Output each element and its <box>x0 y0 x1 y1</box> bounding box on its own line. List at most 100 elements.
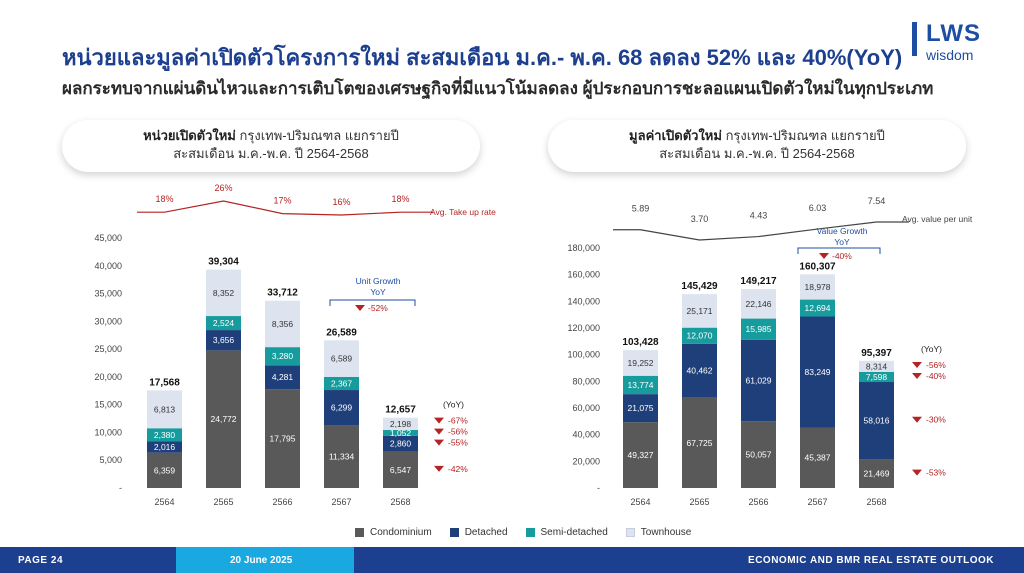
chart2-ytick-label: 100,000 <box>567 350 600 360</box>
chart1-bar-detached-2564 <box>147 441 182 453</box>
chart2-avg-label-2565: 3.70 <box>691 214 709 224</box>
chart1-growth-label-condominium: -42% <box>448 464 468 474</box>
chart1-data-label-townhouse-2564: 6,813 <box>154 404 176 414</box>
chart2-ytick-label: 140,000 <box>567 296 600 306</box>
right-title-rest: กรุงเทพ-ปริมณฑล แยกรายปี <box>721 128 885 143</box>
chart2-bar-detached-2565 <box>682 343 717 398</box>
chart1-category-label-2565: 2565 <box>213 497 233 507</box>
logo-bar <box>912 22 917 56</box>
chart1-growth-down-icon-condominium <box>434 465 444 472</box>
chart2-ytick-label: 40,000 <box>572 430 600 440</box>
chart1-category-label-2568: 2568 <box>390 497 410 507</box>
chart1-ytick-label: 25,000 <box>94 344 122 354</box>
chart1-total-label-2564: 17,568 <box>149 377 180 388</box>
chart2-total-label-2566: 149,217 <box>740 276 777 287</box>
lws-logo: LWS wisdom <box>912 20 1012 64</box>
chart1-bar-condominium-2565 <box>206 350 241 488</box>
chart1-data-label-townhouse-2568: 2,198 <box>390 419 412 429</box>
chart1-growth-header-2: YoY <box>370 287 386 297</box>
legend-item-semi-detached: Semi-detached <box>525 527 608 538</box>
chart2-bar-detached-2567 <box>800 316 835 428</box>
chart1-avg-line <box>137 200 433 216</box>
chart2-bar-detached-2566 <box>741 339 776 422</box>
chart1-avg-label-2564: 18% <box>155 194 173 204</box>
right-title-bold: มูลค่าเปิดตัวใหม่ <box>629 128 722 143</box>
chart1-category-label-2567: 2567 <box>331 497 351 507</box>
chart2-avg-label-2568: 7.54 <box>868 196 886 206</box>
legend-swatch-condominium <box>355 528 364 537</box>
chart1-bar-townhouse-2567 <box>324 340 359 377</box>
chart1-bar-townhouse-2568 <box>383 417 418 430</box>
chart2-data-label-detached-2567: 83,249 <box>805 367 831 377</box>
chart1-growth-label-semi-detached: -56% <box>448 427 468 437</box>
logo-main-text: LWS <box>926 20 981 47</box>
chart2-data-label-detached-2565: 40,462 <box>687 366 713 376</box>
legend-swatch-detached <box>449 528 459 537</box>
chart2-data-label-detached-2566: 61,029 <box>746 376 772 386</box>
chart2-data-label-townhouse-2566: 22,146 <box>746 299 772 309</box>
chart2-data-label-semi-detached-2564: 13,774 <box>628 380 654 390</box>
chart2-growth-label-semi-detached: -40% <box>926 371 946 381</box>
chart2-category-label-2565: 2565 <box>689 497 709 507</box>
chart2-ytick-label: 80,000 <box>572 376 600 386</box>
chart2-bar-detached-2568 <box>859 382 894 460</box>
chart2-avg-label-2567: 6.03 <box>809 203 827 213</box>
legend-item-detached: Detached <box>449 527 508 538</box>
footer-report-title: ECONOMIC AND BMR REAL ESTATE OUTLOOK <box>748 555 994 566</box>
chart1-ytick-label: 10,000 <box>94 427 122 437</box>
legend-item-townhouse: Townhouse <box>625 527 691 538</box>
chart1-growth-total-label: -52% <box>368 303 388 313</box>
chart1-bar-semi-detached-2565 <box>206 316 241 331</box>
chart1-data-label-semi-detached-2568: 1,052 <box>390 428 412 438</box>
chart2-growth-label-townhouse: -56% <box>926 360 946 370</box>
chart1-bar-semi-detached-2564 <box>147 428 182 442</box>
charts-canvas: - 5,000 10,000 15,000 20,000 25,000 30,000 35,0… <box>94 183 972 507</box>
page-title: หน่วยและมูลค่าเปิดตัวโครงการใหม่ สะสมเดื… <box>62 45 903 70</box>
chart1-avg-legend: Avg. Take up rate <box>430 207 496 217</box>
chart1-data-label-detached-2565: 3,656 <box>213 335 235 345</box>
chart1-data-label-semi-detached-2566: 3,280 <box>272 351 294 361</box>
chart2-avg-label-2566: 4.43 <box>750 211 768 221</box>
footer-date: 20 June 2025 <box>230 555 293 566</box>
chart2-growth-label-detached: -30% <box>926 415 946 425</box>
chart2-ytick-label: 180,000 <box>567 243 600 253</box>
legend-swatch-townhouse <box>625 528 635 537</box>
chart2-growth-label-condominium: -53% <box>926 468 946 478</box>
chart1-growth-bracket <box>329 299 416 306</box>
chart2-bar-condominium-2565 <box>682 397 717 488</box>
chart1-data-label-townhouse-2566: 8,356 <box>272 319 294 329</box>
chart1-growth-total-down-icon <box>355 305 365 311</box>
chart2-avg-line <box>613 221 909 241</box>
chart2-bar-condominium-2568 <box>859 459 894 488</box>
chart2-data-label-townhouse-2568: 8,314 <box>866 361 888 371</box>
chart2-growth-bracket <box>797 247 881 254</box>
left-title-rest: กรุงเทพ-ปริมณฑล แยกรายปี <box>235 128 399 143</box>
right-title-line2: สะสมเดือน ม.ค.-พ.ค. ปี 2564-2568 <box>659 146 855 161</box>
chart1-data-label-detached-2564: 2,016 <box>154 442 176 452</box>
chart2-bar-semi-detached-2565 <box>682 327 717 344</box>
chart1-category-label-2564: 2564 <box>154 497 174 507</box>
chart1-bar-condominium-2566 <box>265 389 300 488</box>
chart2-avg-label-2564: 5.89 <box>632 204 650 214</box>
chart1-ytick-label: 35,000 <box>94 289 122 299</box>
chart1-data-label-detached-2568: 2,860 <box>390 439 412 449</box>
footer-page-number: PAGE 24 <box>18 555 63 566</box>
legend-item-condominium: Condominium <box>355 527 432 538</box>
chart2-ytick-label: - <box>597 483 600 493</box>
chart1-total-label-2565: 39,304 <box>208 257 239 268</box>
chart2-growth-total-label: -40% <box>832 251 852 261</box>
chart2-ytick-label: 20,000 <box>572 456 600 466</box>
chart1-data-label-detached-2566: 4,281 <box>272 372 294 382</box>
chart1-bar-townhouse-2564 <box>147 390 182 429</box>
chart1-growth-header-1: Unit Growth <box>356 276 401 286</box>
chart2-total-label-2564: 103,428 <box>622 337 659 348</box>
chart2-bar-condominium-2564 <box>623 422 658 488</box>
chart2-growth-down-icon-semi-detached <box>912 372 922 379</box>
chart2-growth-total-down-icon <box>819 253 829 259</box>
chart1-ytick-label: 40,000 <box>94 261 122 271</box>
chart1-ytick-label: 15,000 <box>94 400 122 410</box>
chart2-bar-townhouse-2566 <box>741 289 776 319</box>
chart2-ytick-label: 160,000 <box>567 270 600 280</box>
chart2-bar-detached-2564 <box>623 394 658 423</box>
chart2-bar-semi-detached-2566 <box>741 318 776 340</box>
